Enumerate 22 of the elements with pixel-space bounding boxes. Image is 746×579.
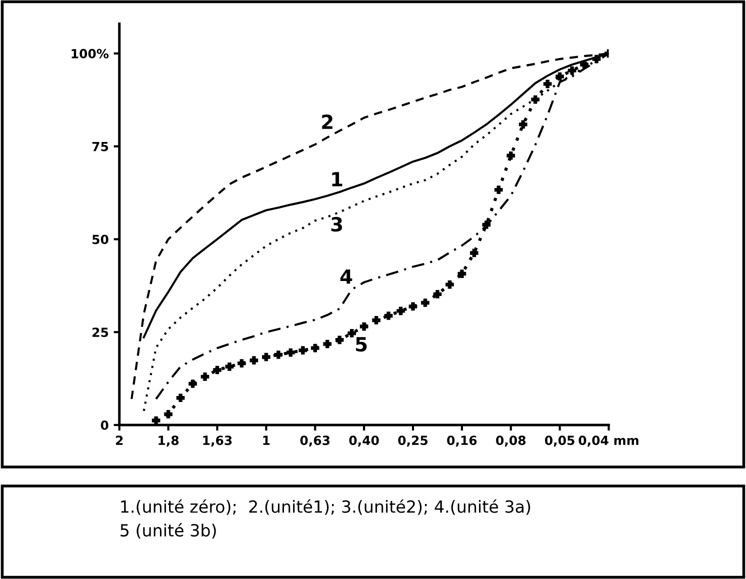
series-label: 4: [340, 269, 352, 284]
y-tick-label: 0: [100, 420, 108, 430]
y-tick-label: 100%: [72, 48, 109, 58]
x-tick-label: 1,63: [203, 436, 232, 447]
y-tick-label: 50: [92, 234, 108, 244]
y-tick-label: 75: [92, 142, 108, 152]
x-tick-label: 0,63: [300, 436, 330, 447]
x-tick-label: 0,16: [447, 436, 477, 447]
x-tick-label: 0,05: [544, 436, 574, 447]
x-tick-label: 1,8: [158, 436, 179, 447]
x-tick-label: 0,04 mm: [578, 436, 638, 447]
x-tick-label: 1: [263, 436, 270, 445]
series-label: 2: [322, 114, 332, 129]
series-label: 5: [356, 337, 367, 352]
x-tick-label: 0,25: [398, 436, 428, 447]
series-label: 1: [332, 172, 342, 186]
x-tick-label: 0,40: [349, 436, 379, 447]
x-tick-label: 0,08: [496, 436, 526, 447]
x-tick-label: 2: [116, 436, 123, 445]
text: 1.(unité zéro); 2.(unité1); 3.(unité2); 4.(unité 3a) 5 (unité 3b): [120, 499, 530, 539]
series-label: 3: [331, 216, 342, 232]
y-tick-label: 25: [92, 328, 108, 338]
